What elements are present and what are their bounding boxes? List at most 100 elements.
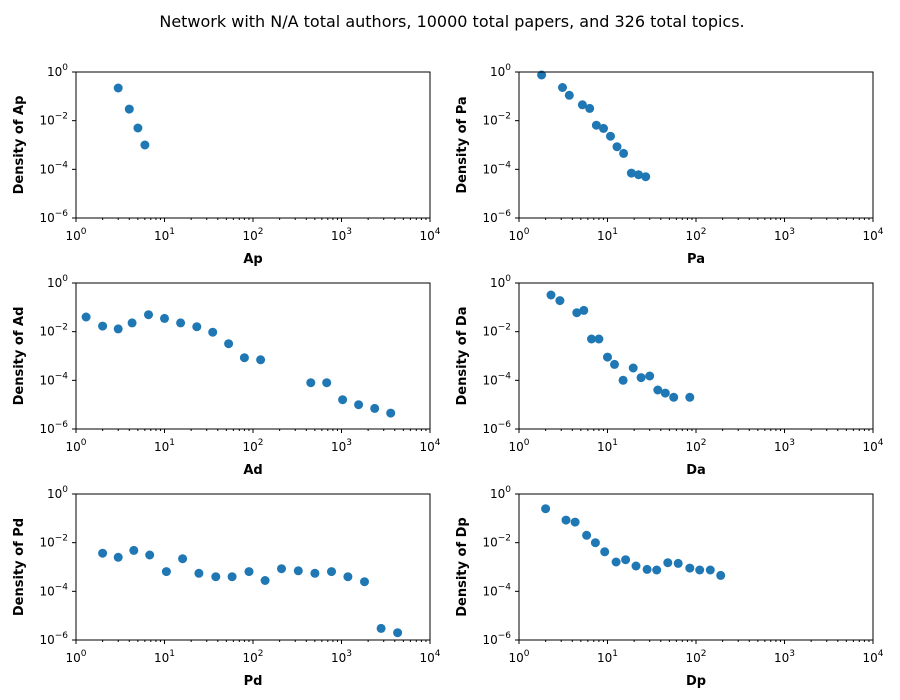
y-axis-label: Density of Pa — [455, 96, 470, 193]
data-point — [610, 359, 619, 369]
y-tick-label: 100 — [490, 63, 511, 79]
data-point — [160, 313, 169, 323]
y-tick-label: 10−6 — [482, 631, 511, 647]
data-point — [594, 334, 604, 344]
x-axis-label: Da — [686, 463, 706, 478]
data-point — [621, 555, 631, 565]
y-tick-label: 10−4 — [39, 371, 68, 387]
y-tick-label: 10−2 — [482, 534, 511, 550]
x-tick-label: 101 — [154, 438, 175, 454]
data-point — [585, 103, 595, 113]
x-tick-label: 102 — [685, 227, 706, 243]
data-point — [716, 570, 726, 580]
data-point — [327, 567, 336, 577]
x-tick-label: 104 — [862, 227, 883, 243]
data-point — [555, 296, 565, 306]
x-tick-label: 102 — [685, 649, 706, 665]
data-point — [590, 538, 600, 548]
data-point — [685, 392, 695, 402]
y-axis-label: Density of Ad — [12, 307, 27, 406]
data-point — [631, 561, 641, 571]
x-tick-label: 101 — [597, 227, 618, 243]
y-tick-label: 10−6 — [39, 420, 68, 436]
y-tick-label: 10−6 — [482, 420, 511, 436]
data-point — [124, 104, 134, 114]
data-point — [685, 563, 695, 573]
x-tick-label: 103 — [774, 649, 795, 665]
data-point — [211, 572, 221, 582]
y-tick-label: 100 — [490, 274, 511, 290]
axes-frame — [75, 282, 431, 430]
data-point — [393, 628, 403, 638]
data-point — [113, 552, 123, 562]
data-point — [611, 557, 621, 567]
data-point — [612, 142, 622, 152]
x-tick-label: 100 — [508, 438, 529, 454]
data-point — [570, 517, 580, 527]
x-tick-label: 103 — [331, 227, 352, 243]
data-point — [176, 318, 186, 328]
data-point — [370, 403, 380, 413]
data-point — [113, 324, 123, 334]
subplot-ap: 100 101 102 103 104 100 10−2 10−4 10−6 Ap Density … — [12, 63, 441, 267]
x-axis-label: Ad — [243, 463, 262, 478]
x-tick-label: 100 — [65, 227, 86, 243]
y-tick-label: 10−4 — [39, 582, 68, 598]
axes-frame — [518, 493, 874, 641]
x-axis-label: Pd — [244, 674, 263, 689]
data-point — [145, 550, 155, 560]
x-tick-label: 102 — [242, 649, 263, 665]
subplot-ad: 100 101 102 103 104 100 10−2 10−4 10−6 Ad Density … — [12, 274, 441, 478]
data-point — [669, 392, 679, 402]
data-point — [541, 504, 551, 514]
subplot-pa: 100 101 102 103 104 100 10−2 10−4 10−6 Pa Density … — [455, 63, 884, 267]
data-point — [256, 355, 266, 365]
data-point — [587, 334, 596, 344]
data-point — [194, 568, 204, 578]
data-point — [98, 548, 108, 558]
x-tick-label: 101 — [154, 649, 175, 665]
data-point — [386, 408, 396, 418]
y-tick-label: 10−6 — [482, 209, 511, 225]
x-axis-label: Dp — [686, 674, 706, 689]
subplot-dp: 100 101 102 103 104 100 10−2 10−4 10−6 Dp Density … — [455, 485, 884, 689]
subplot-da: 100 101 102 103 104 100 10−2 10−4 10−6 Da Density … — [455, 274, 884, 478]
data-point — [660, 388, 670, 398]
x-tick-label: 104 — [419, 649, 440, 665]
x-tick-label: 104 — [419, 227, 440, 243]
x-tick-label: 100 — [508, 649, 529, 665]
y-tick-label: 100 — [47, 63, 68, 79]
data-point — [129, 545, 139, 555]
y-tick-label: 10−4 — [482, 160, 511, 176]
x-tick-label: 101 — [597, 649, 618, 665]
axes-frame — [75, 493, 431, 641]
data-point — [634, 170, 643, 180]
x-tick-label: 101 — [154, 227, 175, 243]
x-axis-label: Ap — [243, 252, 262, 267]
data-point — [582, 530, 592, 540]
data-point — [227, 572, 237, 582]
y-tick-label: 10−4 — [482, 582, 511, 598]
data-point — [224, 339, 234, 349]
data-point — [133, 123, 143, 133]
data-point — [619, 148, 629, 158]
data-point — [705, 565, 715, 575]
y-tick-label: 100 — [490, 485, 511, 501]
y-tick-label: 10−2 — [482, 323, 511, 339]
x-tick-label: 101 — [597, 438, 618, 454]
data-point — [127, 318, 137, 328]
data-point — [600, 547, 610, 557]
x-tick-label: 104 — [862, 438, 883, 454]
y-axis-label: Density of Dp — [455, 517, 470, 616]
data-point — [591, 120, 601, 130]
data-point — [360, 577, 369, 587]
data-point — [603, 352, 612, 362]
data-point — [277, 564, 286, 574]
y-tick-label: 10−2 — [39, 534, 68, 550]
data-point — [628, 363, 638, 373]
y-tick-label: 10−2 — [482, 112, 511, 128]
data-point — [561, 515, 571, 525]
x-tick-label: 100 — [65, 649, 86, 665]
axes-frame — [518, 282, 874, 430]
data-point — [260, 576, 270, 585]
